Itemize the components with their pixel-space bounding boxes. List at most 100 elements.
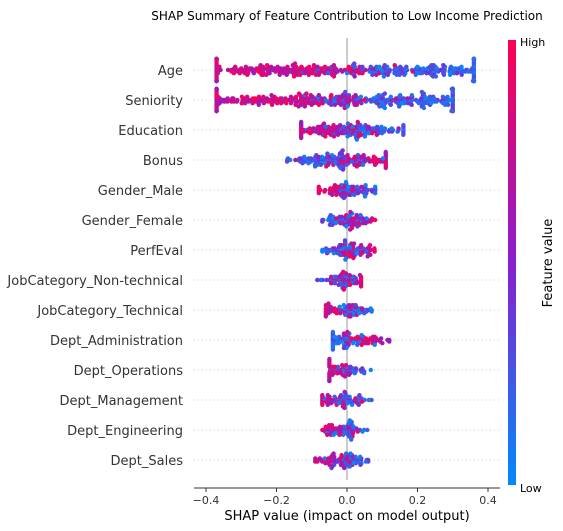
shap-point xyxy=(331,451,336,456)
shap-point xyxy=(392,62,397,68)
shap-point xyxy=(333,431,338,436)
shap-point xyxy=(344,71,350,76)
shap-point xyxy=(368,64,373,70)
shap-point xyxy=(358,284,364,289)
shap-point xyxy=(328,132,334,137)
shap-point xyxy=(355,119,360,125)
shap-point xyxy=(377,64,382,70)
shap-point xyxy=(459,64,464,70)
shap-point xyxy=(249,66,254,71)
shap-point xyxy=(346,314,352,319)
shap-point xyxy=(341,331,347,336)
shap-point xyxy=(308,131,313,136)
shap-point xyxy=(313,456,318,461)
shap-point xyxy=(285,156,291,161)
shap-point xyxy=(246,99,251,104)
shap-point xyxy=(341,269,346,275)
shap-point xyxy=(348,209,353,215)
shap-point xyxy=(323,124,328,129)
shap-point xyxy=(359,243,364,248)
shap-point xyxy=(322,189,327,194)
shap-point xyxy=(419,71,425,76)
shap-point xyxy=(343,363,349,368)
shap-point xyxy=(338,339,344,344)
feature-label: Dept_Operations xyxy=(74,364,184,379)
shap-point xyxy=(370,334,376,339)
shap-point xyxy=(355,342,360,347)
shap-point xyxy=(331,251,337,256)
shap-point xyxy=(396,126,401,131)
shap-point xyxy=(264,62,270,68)
feature-label: Gender_Male xyxy=(98,184,183,199)
shap-point xyxy=(358,213,363,218)
shap-point xyxy=(331,96,337,101)
shap-point xyxy=(328,213,333,218)
shap-point xyxy=(244,94,250,100)
shap-point xyxy=(293,157,298,163)
shap-point xyxy=(382,105,388,111)
shap-point xyxy=(323,131,328,136)
shap-point xyxy=(471,56,477,62)
shap-point xyxy=(379,67,384,73)
shap-point xyxy=(393,96,399,101)
shap-point xyxy=(343,89,348,95)
shap-point xyxy=(401,132,406,137)
shap-point xyxy=(306,161,311,166)
shap-point xyxy=(225,67,231,73)
shap-point xyxy=(405,101,411,106)
shap-point xyxy=(357,454,363,459)
shap-point xyxy=(427,64,433,70)
shap-point xyxy=(370,72,375,78)
shap-point xyxy=(313,129,319,134)
shap-point xyxy=(366,124,371,129)
shap-point xyxy=(352,192,357,197)
shap-point xyxy=(400,71,406,76)
shap-point xyxy=(350,341,356,346)
shap-point xyxy=(334,216,339,221)
shap-point xyxy=(304,66,310,71)
shap-point xyxy=(338,456,343,461)
shap-point xyxy=(243,64,249,70)
shap-point xyxy=(333,274,339,279)
shap-point xyxy=(357,393,362,398)
shap-point xyxy=(322,71,328,76)
shap-point xyxy=(245,72,250,78)
shap-point xyxy=(341,124,347,129)
shap-point xyxy=(306,72,312,78)
shap-point xyxy=(359,251,365,256)
shap-point xyxy=(340,148,345,153)
shap-point xyxy=(325,432,330,437)
shap-point xyxy=(384,97,390,103)
shap-point xyxy=(471,78,477,84)
shap-point xyxy=(361,153,366,158)
shap-point xyxy=(218,99,224,104)
shap-point xyxy=(361,221,366,226)
shap-point xyxy=(366,156,371,161)
shap-point xyxy=(342,465,347,471)
shap-point xyxy=(363,183,368,188)
shap-point xyxy=(368,367,374,373)
shap-point xyxy=(409,93,415,98)
feature-label: Age xyxy=(158,64,183,79)
shap-point xyxy=(318,124,323,129)
shap-point xyxy=(452,71,457,76)
shap-point xyxy=(378,336,384,341)
shap-point xyxy=(327,356,332,362)
feature-label: JobCategory_Technical xyxy=(36,304,183,319)
shap-point xyxy=(352,162,357,167)
shap-point xyxy=(371,96,376,101)
shap-point xyxy=(373,217,378,223)
shap-point xyxy=(308,93,313,98)
shap-point xyxy=(324,99,329,104)
shap-point xyxy=(470,66,475,71)
shap-point xyxy=(335,364,341,369)
shap-point xyxy=(367,97,373,103)
shap-point xyxy=(428,101,434,106)
shap-point xyxy=(450,108,455,114)
shap-point xyxy=(347,418,353,423)
shap-point xyxy=(386,129,392,134)
shap-point xyxy=(340,194,345,199)
shap-point xyxy=(334,371,340,376)
shap-point xyxy=(445,102,451,108)
